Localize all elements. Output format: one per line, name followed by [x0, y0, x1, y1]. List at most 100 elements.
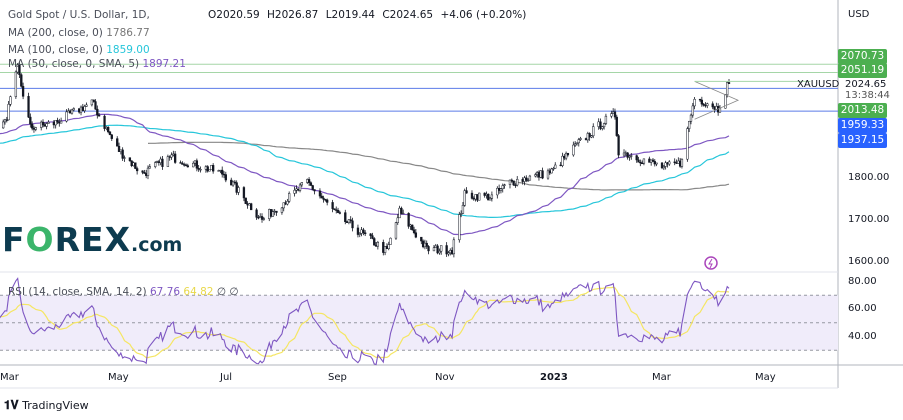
candle-body [483, 192, 486, 196]
candle-body [449, 250, 452, 254]
candle-body [295, 188, 298, 191]
candle-body [407, 212, 410, 227]
candle-body [664, 162, 667, 167]
candle-body [387, 244, 390, 249]
candle-body [597, 121, 600, 127]
candle-body [192, 162, 195, 168]
candle-body [478, 192, 481, 201]
rsi-tick: 60.00 [848, 303, 877, 314]
high-value: H2026.87 [267, 9, 319, 21]
candle-body [197, 167, 200, 170]
candle-body [155, 161, 159, 163]
candle-body [693, 98, 696, 107]
candle-body [516, 179, 519, 186]
candle-body [472, 198, 475, 200]
candle-body [668, 161, 671, 165]
candle-body [539, 170, 542, 178]
candle-body [161, 158, 164, 167]
candle-body [288, 193, 291, 202]
candle-body [445, 245, 448, 255]
candle-body [157, 161, 160, 163]
candle-body [577, 139, 580, 144]
candle-body [662, 166, 665, 169]
candle-body [246, 203, 249, 206]
candle-body [27, 96, 30, 118]
candle-body [503, 184, 506, 186]
candle-body [282, 202, 285, 209]
triangle-pattern [694, 81, 740, 120]
candle-body [233, 181, 237, 184]
candle-body [574, 143, 577, 146]
candle-body [425, 242, 428, 247]
candle-body [474, 194, 477, 200]
candle-body [284, 202, 287, 205]
time-label: Mar [652, 372, 671, 383]
candle-body [526, 179, 530, 182]
price-tick: 1700.00 [848, 214, 890, 225]
candle-body [488, 198, 492, 201]
candle-body [184, 164, 188, 166]
ma50-legend[interactable]: MA (50, close, 0, SMA, 5) 1897.21 [8, 58, 186, 70]
candle-body [170, 154, 173, 158]
candle-body [700, 99, 704, 105]
close-value: C2024.65 [382, 9, 434, 21]
candle-body [452, 239, 456, 255]
candle-body [601, 126, 604, 129]
candle-body [199, 169, 202, 171]
candle-body [34, 127, 37, 130]
candle-body [309, 182, 313, 186]
candle-body [345, 221, 349, 223]
candle-body [534, 174, 537, 177]
candle-body [514, 184, 517, 187]
candle-body [496, 188, 499, 196]
tradingview-brand[interactable]: 𝟏𝐕 TradingView [4, 398, 89, 412]
candle-body [546, 170, 550, 179]
candle-body [29, 116, 32, 125]
ma200-legend[interactable]: MA (200, close, 0) 1786.77 [8, 27, 150, 39]
candle-body [300, 182, 303, 186]
open-value: O2020.59 [208, 9, 260, 21]
candle-body [579, 138, 582, 140]
candle-body [541, 170, 544, 179]
candle-body [224, 174, 227, 181]
candle-body [195, 160, 199, 169]
candle-body [123, 157, 126, 159]
event-icon [704, 256, 718, 270]
candle-body [20, 74, 23, 87]
candle-body [711, 103, 714, 108]
candle-body [599, 121, 602, 129]
rsi-legend[interactable]: RSI (14, close, SMA, 14, 2) 67.76 64.82 … [8, 286, 239, 298]
candle-body [586, 133, 589, 141]
candle-body [673, 161, 676, 163]
ma50-line [0, 113, 730, 236]
candle-body [602, 123, 606, 128]
price-tag-2070: 2070.73 [838, 49, 887, 64]
candle-body [450, 250, 454, 255]
time-label: May [755, 372, 776, 383]
candle-body [121, 149, 124, 159]
candle-body [40, 121, 43, 128]
candle-body [318, 190, 322, 197]
ma100-legend[interactable]: MA (100, close, 0) 1859.00 [8, 44, 150, 56]
time-label: Jul [220, 372, 233, 383]
price-tag-2013: 2013.48 [838, 103, 887, 118]
candle-body [592, 126, 595, 137]
candle-body [181, 163, 184, 165]
candle-body [476, 194, 479, 201]
candle-body [528, 175, 532, 181]
candle-body [221, 169, 224, 175]
candle-body [427, 246, 430, 252]
candle-body [248, 203, 251, 206]
price-tag-1959: 1959.33 [838, 118, 887, 133]
ma200-line [147, 141, 730, 191]
candle-body [331, 202, 334, 209]
price-tag-2051: 2051.19 [838, 63, 887, 78]
candle-body [382, 242, 385, 253]
candle-body [376, 242, 380, 247]
currency-label: USD [848, 9, 870, 20]
candle-body [107, 127, 110, 133]
candle-body [548, 170, 551, 174]
candle-body [297, 188, 300, 191]
candle-body [69, 110, 72, 114]
